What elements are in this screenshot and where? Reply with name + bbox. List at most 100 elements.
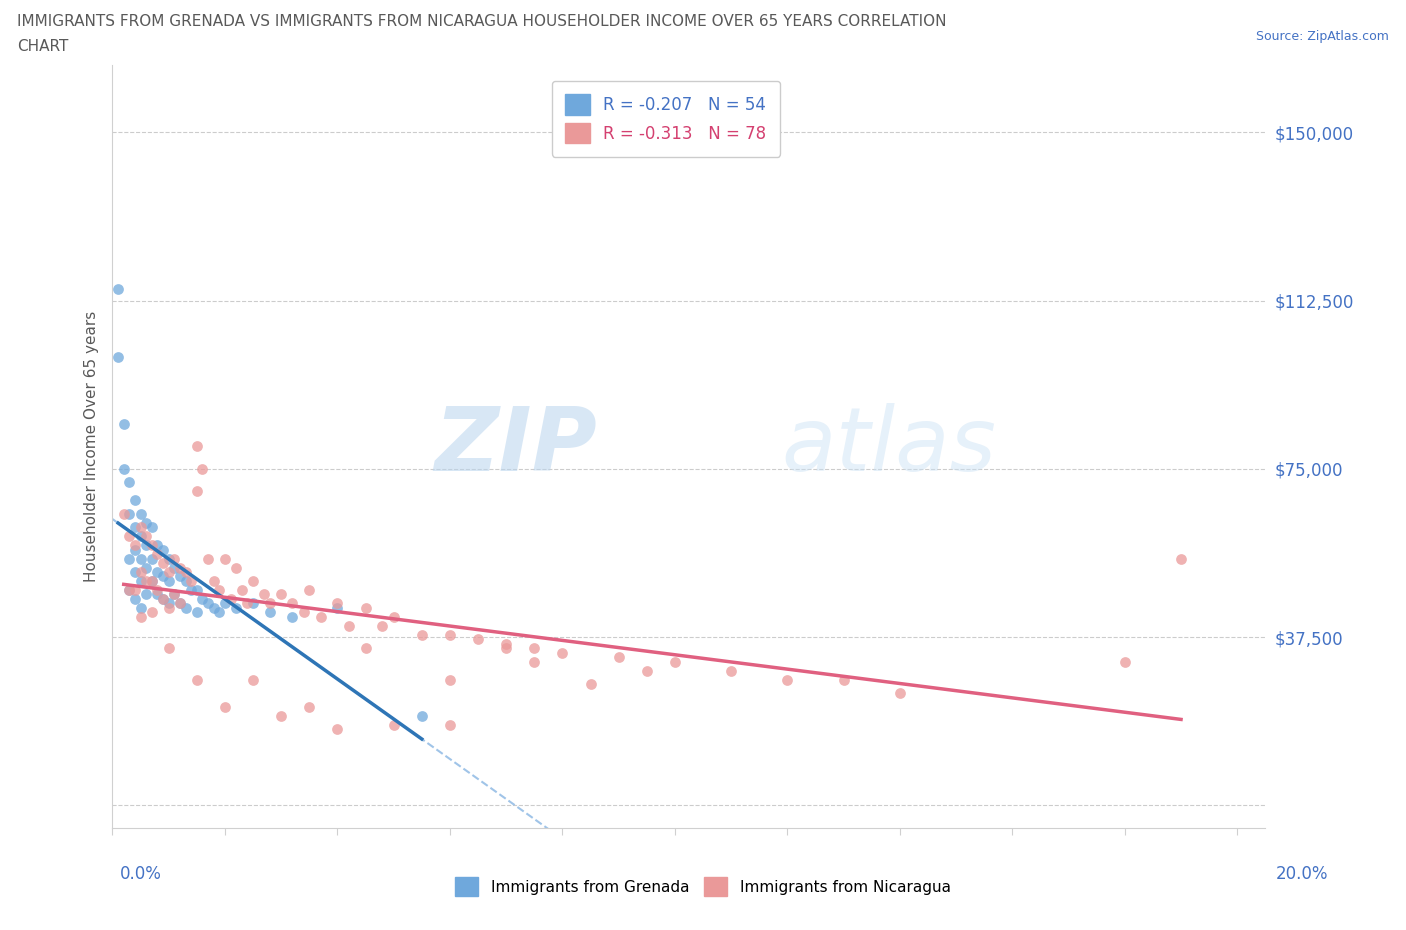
Point — [186, 604, 208, 619]
Point — [889, 685, 911, 700]
Point — [664, 655, 686, 670]
Point — [186, 439, 208, 454]
Point — [157, 565, 180, 579]
Text: ZIP: ZIP — [434, 403, 596, 490]
Point — [124, 565, 146, 579]
Point — [146, 587, 169, 602]
Point — [124, 520, 146, 535]
Point — [636, 663, 658, 678]
Point — [146, 547, 169, 562]
Point — [298, 699, 321, 714]
Point — [129, 506, 152, 521]
Point — [208, 582, 231, 597]
Point — [135, 538, 157, 552]
Point — [163, 587, 186, 602]
Point — [281, 596, 304, 611]
Point — [242, 596, 264, 611]
Point — [124, 582, 146, 597]
Point — [146, 582, 169, 597]
Point — [169, 596, 191, 611]
Point — [298, 582, 321, 597]
Point — [197, 551, 219, 566]
Point — [129, 565, 152, 579]
Point — [832, 672, 855, 687]
Point — [439, 628, 461, 643]
Point — [523, 655, 546, 670]
Point — [118, 551, 141, 566]
Point — [551, 645, 574, 660]
Point — [141, 551, 163, 566]
Point — [270, 708, 292, 723]
Point — [411, 628, 433, 643]
Point — [231, 582, 253, 597]
Point — [270, 587, 292, 602]
Point — [579, 677, 602, 692]
Point — [214, 699, 236, 714]
Point — [124, 542, 146, 557]
Point — [208, 604, 231, 619]
Point — [169, 560, 191, 575]
Point — [146, 565, 169, 579]
Point — [124, 538, 146, 552]
Point — [152, 555, 174, 570]
Point — [253, 587, 276, 602]
Point — [129, 551, 152, 566]
Point — [219, 591, 242, 606]
Point — [259, 596, 281, 611]
Point — [174, 601, 197, 616]
Point — [214, 551, 236, 566]
Point — [129, 528, 152, 543]
Point — [281, 609, 304, 624]
Point — [354, 601, 377, 616]
Point — [1114, 655, 1136, 670]
Point — [112, 461, 135, 476]
Point — [411, 708, 433, 723]
Point — [118, 582, 141, 597]
Point — [236, 596, 259, 611]
Text: IMMIGRANTS FROM GRENADA VS IMMIGRANTS FROM NICARAGUA HOUSEHOLDER INCOME OVER 65 : IMMIGRANTS FROM GRENADA VS IMMIGRANTS FR… — [17, 14, 946, 29]
Point — [157, 601, 180, 616]
Point — [152, 542, 174, 557]
Point — [326, 722, 349, 737]
Point — [135, 515, 157, 530]
Point — [242, 574, 264, 589]
Point — [174, 565, 197, 579]
Point — [152, 569, 174, 584]
Point — [186, 582, 208, 597]
Point — [135, 587, 157, 602]
Legend: Immigrants from Grenada, Immigrants from Nicaragua: Immigrants from Grenada, Immigrants from… — [450, 871, 956, 902]
Point — [135, 574, 157, 589]
Point — [495, 641, 517, 656]
Point — [152, 591, 174, 606]
Text: 20.0%: 20.0% — [1277, 865, 1329, 883]
Point — [118, 506, 141, 521]
Point — [157, 551, 180, 566]
Point — [607, 650, 630, 665]
Point — [124, 493, 146, 508]
Point — [124, 591, 146, 606]
Point — [523, 641, 546, 656]
Point — [157, 641, 180, 656]
Point — [242, 672, 264, 687]
Point — [157, 574, 180, 589]
Point — [118, 475, 141, 490]
Point — [225, 601, 247, 616]
Point — [180, 574, 202, 589]
Point — [180, 582, 202, 597]
Point — [174, 574, 197, 589]
Point — [112, 417, 135, 432]
Point — [141, 574, 163, 589]
Point — [186, 484, 208, 498]
Point — [163, 587, 186, 602]
Point — [191, 591, 214, 606]
Point — [135, 560, 157, 575]
Text: 0.0%: 0.0% — [120, 865, 162, 883]
Point — [225, 560, 247, 575]
Point — [141, 604, 163, 619]
Point — [107, 282, 129, 297]
Text: Source: ZipAtlas.com: Source: ZipAtlas.com — [1256, 30, 1389, 43]
Point — [169, 569, 191, 584]
Legend: R = -0.207   N = 54, R = -0.313   N = 78: R = -0.207 N = 54, R = -0.313 N = 78 — [551, 81, 780, 157]
Point — [112, 506, 135, 521]
Point — [118, 582, 141, 597]
